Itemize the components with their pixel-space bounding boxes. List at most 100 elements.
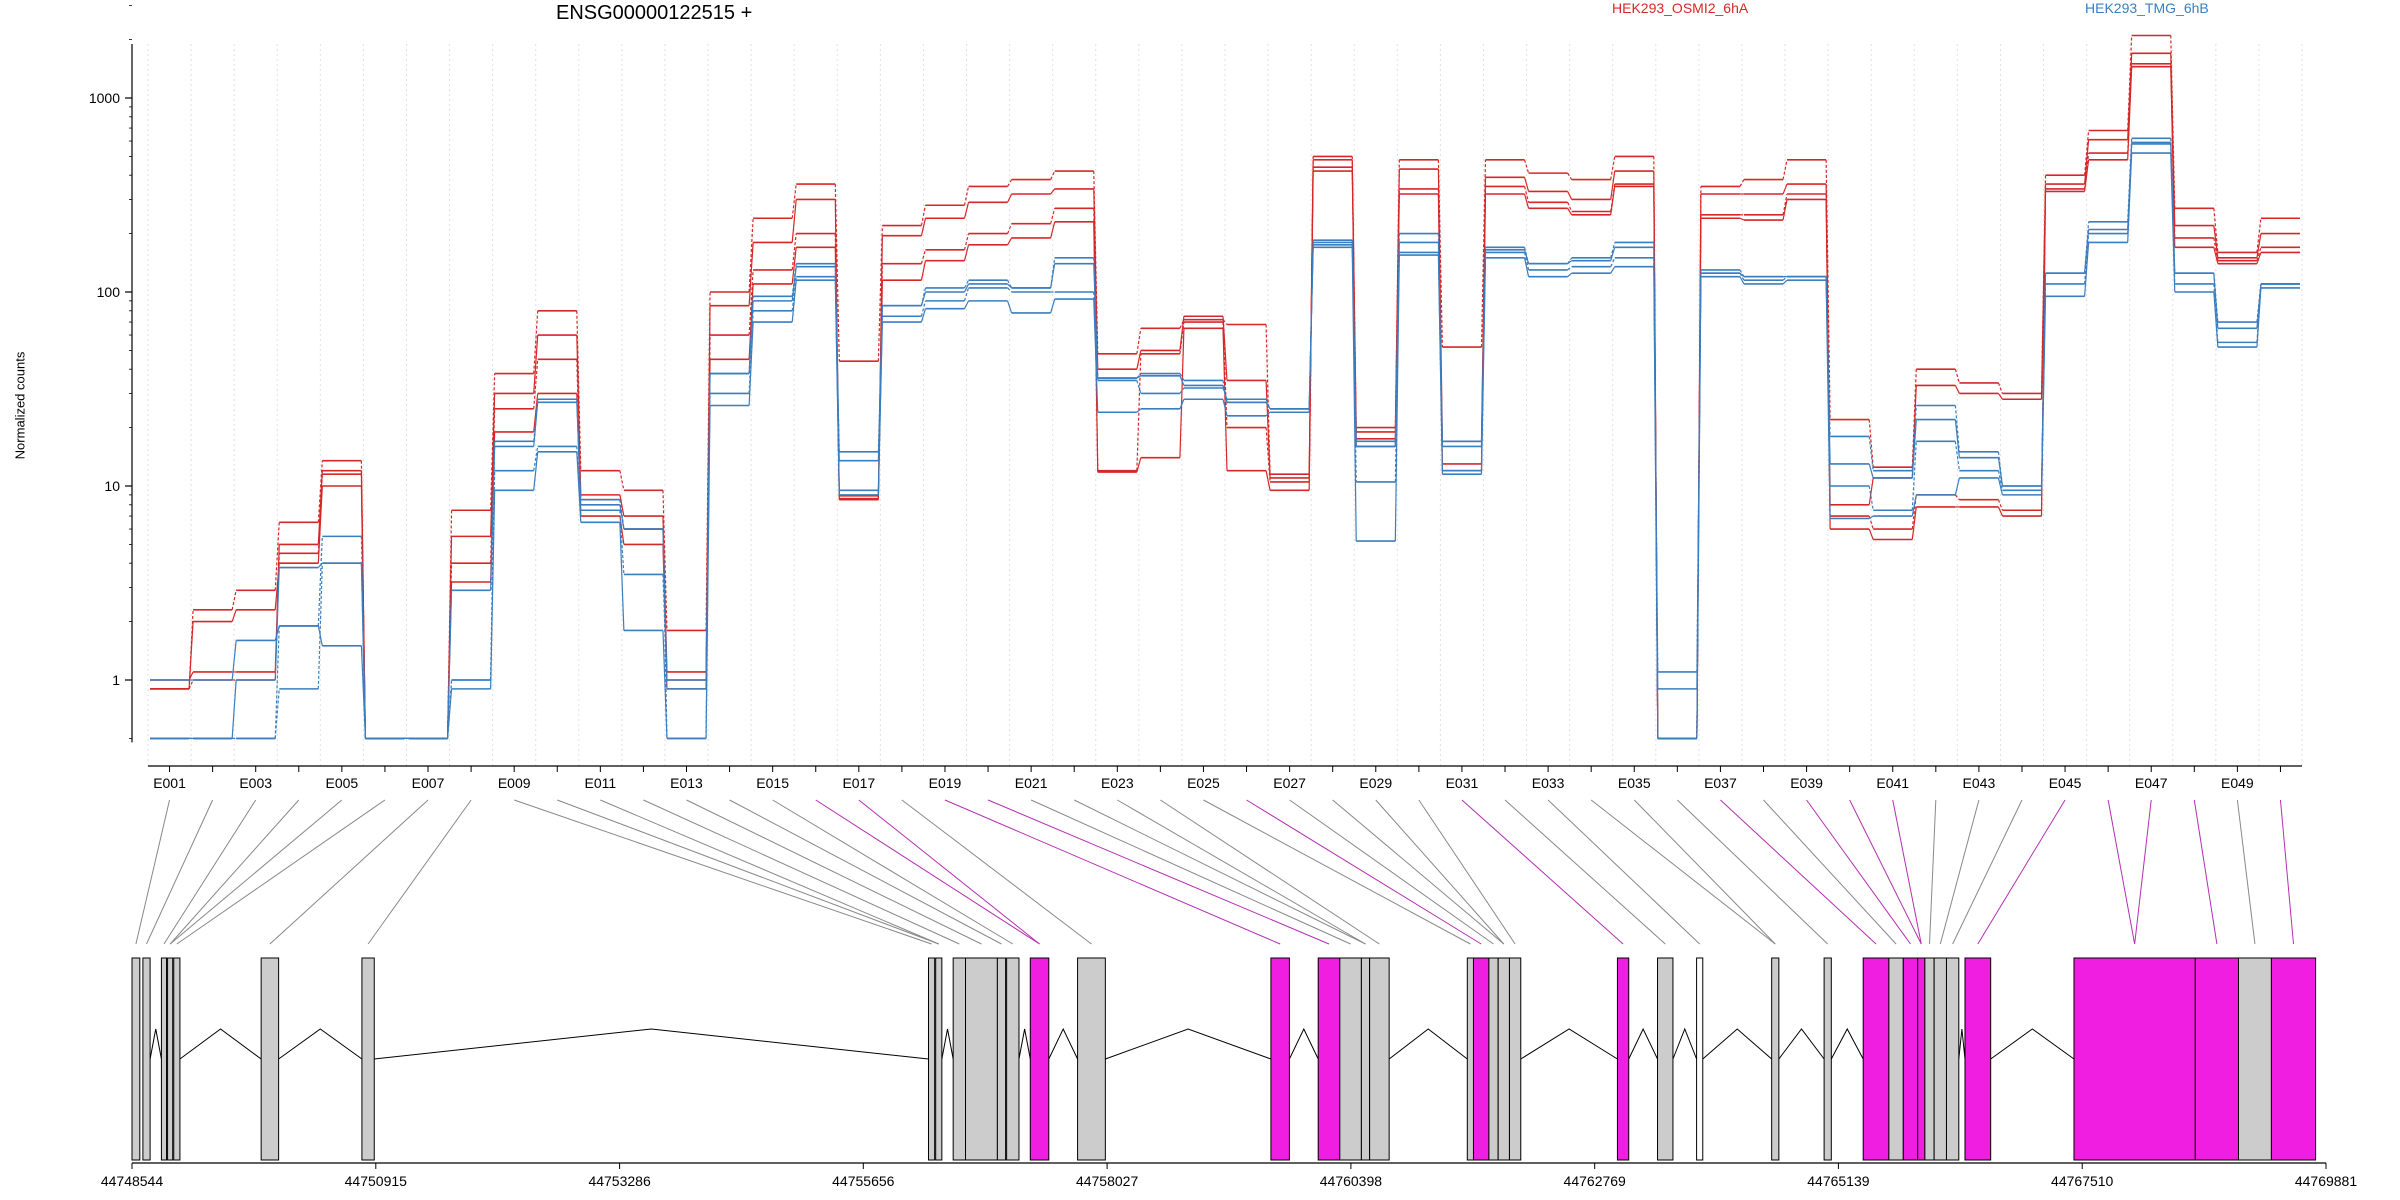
series-connector xyxy=(576,399,582,500)
series-connector xyxy=(1265,399,1271,410)
series-connector xyxy=(1997,499,2004,511)
series-connector xyxy=(1523,257,1530,277)
series-connector xyxy=(317,460,323,523)
series-connector xyxy=(1911,441,1917,511)
series-connector xyxy=(1868,463,1874,479)
series-connector xyxy=(748,269,754,336)
series-connector xyxy=(1997,451,2004,487)
intron xyxy=(179,1028,262,1060)
series-connector xyxy=(360,536,366,739)
series-connector xyxy=(1265,402,1271,410)
series-connector xyxy=(1179,375,1185,386)
exon-box xyxy=(1823,957,1832,1161)
x-tick-label: E047 xyxy=(2135,775,2168,791)
series-connector xyxy=(1954,477,1960,496)
x-tick-label: E041 xyxy=(1876,775,1909,791)
series-connector xyxy=(274,688,280,739)
series-connector xyxy=(963,186,970,206)
series-connector xyxy=(963,283,970,293)
series-connector xyxy=(490,393,496,537)
x-tick-label: E001 xyxy=(153,775,186,791)
genomic-tick-label: 44755656 xyxy=(832,1173,895,1189)
series-connector xyxy=(748,283,754,360)
x-tick-label: E017 xyxy=(842,775,875,791)
series-connector xyxy=(1523,177,1530,192)
series-connector xyxy=(619,522,625,631)
exon-box xyxy=(1888,957,1904,1161)
series-connector xyxy=(2256,252,2262,264)
series-connector xyxy=(188,609,194,689)
exon-box xyxy=(1862,957,1890,1161)
series-connector xyxy=(963,202,970,219)
genomic-tick-label: 44758027 xyxy=(1076,1173,1139,1189)
series-connector xyxy=(1136,408,1142,413)
series-connector xyxy=(1868,436,1874,471)
series-connector xyxy=(1868,477,1874,505)
exon-box xyxy=(1497,957,1510,1161)
exon-box xyxy=(996,957,1007,1161)
series-connector xyxy=(533,359,539,409)
series-connector xyxy=(791,247,797,285)
exon-link xyxy=(600,799,939,945)
series-connector xyxy=(533,334,539,394)
series-connector xyxy=(920,308,927,323)
exon-box xyxy=(1317,957,1341,1161)
exon-link xyxy=(1939,799,1980,945)
exon-link xyxy=(1952,799,2023,945)
exon-link xyxy=(1160,799,1380,945)
x-tick-label: E025 xyxy=(1187,775,1220,791)
series-connector xyxy=(791,280,797,323)
series-connector xyxy=(1136,373,1142,379)
series-connector xyxy=(231,640,237,681)
series-connector xyxy=(231,679,237,739)
exon-link xyxy=(815,799,1040,945)
exon-box xyxy=(1488,957,1499,1161)
series-connector xyxy=(1739,217,1745,221)
series-connector xyxy=(1739,276,1745,285)
series-connector xyxy=(2256,247,2262,261)
series-connector xyxy=(1136,353,1142,471)
series-connector xyxy=(1868,528,1874,540)
series-connector xyxy=(791,184,797,219)
series-connector xyxy=(1610,156,1616,180)
series-connector xyxy=(274,567,280,681)
genomic-tick-label: 44748544 xyxy=(101,1173,164,1189)
exon-link xyxy=(1763,799,1897,945)
exon-box xyxy=(361,957,375,1161)
series-connector xyxy=(317,470,323,545)
series-connector xyxy=(1007,287,1013,293)
exon-box xyxy=(2237,957,2272,1161)
exon-box xyxy=(1902,957,1919,1161)
series-connector xyxy=(1265,411,1271,417)
x-tick-label: E035 xyxy=(1618,775,1651,791)
series-connector xyxy=(1567,266,1573,271)
x-tick-label: E015 xyxy=(756,775,789,791)
intron xyxy=(1990,1028,2075,1060)
exon-link xyxy=(1073,799,1366,945)
series-connector xyxy=(1739,179,1745,187)
series-connector xyxy=(1911,494,1917,530)
series-connector xyxy=(619,510,625,575)
series-connector xyxy=(1007,300,1013,314)
series-connector xyxy=(1007,237,1013,246)
exon-link xyxy=(367,799,472,945)
intron xyxy=(1048,1027,1079,1060)
exon-box xyxy=(1933,957,1947,1161)
legend-entry-osmi2: HEK293_OSMI2_6hA xyxy=(1612,0,1749,16)
exon-box xyxy=(1771,957,1780,1161)
exon-link xyxy=(729,799,1002,945)
series-connector xyxy=(1954,369,1960,384)
series-connector xyxy=(705,373,711,739)
genomic-tick-label: 44753286 xyxy=(588,1173,651,1189)
series-connector xyxy=(1567,202,1573,212)
exon-box xyxy=(1917,957,1926,1161)
exon-link xyxy=(1977,799,2066,945)
exon-link xyxy=(1633,799,1776,945)
exon-box xyxy=(1339,957,1362,1161)
series-connector xyxy=(2256,233,2262,258)
genomic-tick-label: 44765139 xyxy=(1807,1173,1870,1189)
intron xyxy=(1628,1027,1658,1060)
series-connector xyxy=(1954,419,1960,458)
